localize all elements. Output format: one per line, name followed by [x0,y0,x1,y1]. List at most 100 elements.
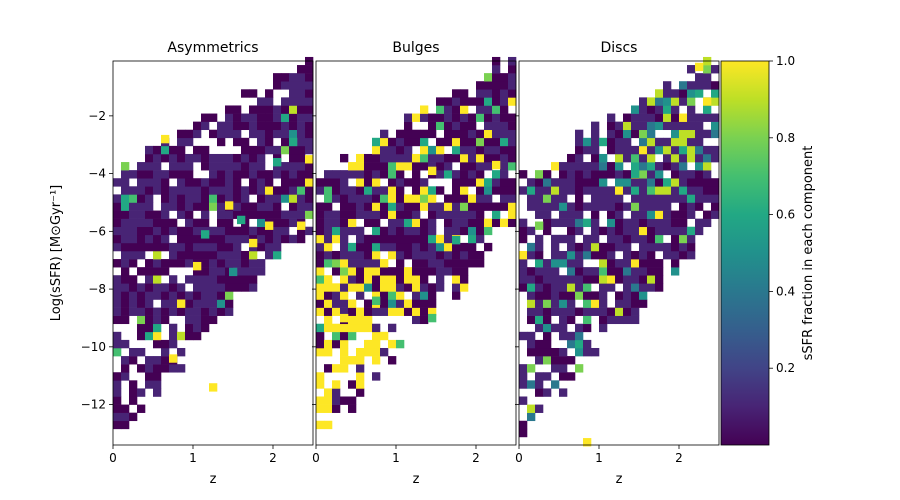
heatmap-cell [639,299,648,308]
heatmap-cell [193,145,202,155]
heatmap-cell [388,242,397,252]
heatmap-cell [543,170,552,179]
heatmap-cell [233,113,242,122]
heatmap-cell [567,242,576,252]
heatmap-cell [324,242,333,252]
heatmap-cell [647,283,656,292]
heatmap-cell [679,170,688,179]
heatmap-cell [372,347,381,357]
heatmap-cell [476,250,485,260]
heatmap-cell [372,323,381,333]
heatmap-cell [420,259,429,268]
heatmap-cell [444,218,453,228]
heatmap-cell [428,218,437,228]
heatmap-cell [615,291,624,300]
heatmap-cell [567,356,576,365]
heatmap-cell [233,170,242,179]
heatmap-cell [420,218,429,228]
heatmap-cell [647,153,656,163]
heatmap-cell [145,218,154,228]
heatmap-cell [679,97,688,106]
heatmap-cell [289,97,298,106]
heatmap-cell [484,89,493,98]
heatmap-cell [161,242,170,252]
panel-frame [518,60,720,446]
heatmap-cell [607,145,616,155]
heatmap-cell [535,234,544,244]
heatmap-cell [444,210,453,219]
heatmap-cell [412,242,421,252]
heatmap-cell [412,186,421,195]
heatmap-cell [249,202,258,211]
heatmap-cell [305,137,314,147]
heatmap-cell [340,291,349,300]
heatmap-cell [121,356,130,365]
heatmap-cell [356,259,365,268]
heatmap-cell [121,420,130,430]
heatmap-cell [607,210,616,219]
heatmap-cell [711,121,720,131]
heatmap-cell [332,250,341,260]
heatmap-cell [185,186,194,195]
heatmap-cell [607,275,616,284]
heatmap-cell [420,226,429,236]
heatmap-cell [631,210,640,219]
heatmap-cell [137,194,146,203]
heatmap-cell [305,210,314,219]
heatmap-cell [356,170,365,179]
heatmap-cell [452,259,461,268]
heatmap-cell [492,81,501,90]
heatmap-cell [695,137,704,147]
heatmap-cell [153,372,162,381]
heatmap-cell [535,242,544,252]
heatmap-cell [356,356,365,365]
heatmap-cell [476,137,485,147]
heatmap-cell [599,137,608,147]
heatmap-cell [623,113,632,122]
heatmap-cell [599,202,608,211]
heatmap-cell [209,315,218,325]
heatmap-cell [364,275,373,284]
heatmap-cell [289,178,298,187]
heatmap-cell [273,234,282,244]
heatmap-cell [380,137,389,147]
heatmap-cell [452,250,461,260]
heatmap-cell [249,259,258,268]
heatmap-cell [607,137,616,147]
heatmap-cell [281,137,290,147]
heatmap-cell [543,339,552,349]
heatmap-cell [281,218,290,228]
heatmap-cell [145,178,154,187]
heatmap-cell [452,145,461,155]
heatmap-cell [404,283,413,292]
heatmap-cell [380,291,389,300]
heatmap-cell [444,259,453,268]
heatmap-cell [193,234,202,244]
heatmap-cell [225,283,234,292]
heatmap-cell [209,267,218,276]
heatmap-cell [492,145,501,155]
heatmap-cell [663,226,672,236]
heatmap-cell [273,218,282,228]
heatmap-cell [153,331,162,341]
heatmap-cell [591,226,600,236]
heatmap-cell [177,186,186,195]
heatmap-cell [332,404,341,413]
heatmap-cell [527,283,536,292]
heatmap-cell [209,299,218,308]
heatmap-cell [161,170,170,179]
heatmap-cell [559,178,568,187]
heatmap-cell [193,267,202,276]
heatmap-cell [703,65,712,74]
heatmap-cell [639,210,648,219]
heatmap-cell [631,105,640,114]
heatmap-cell [340,226,349,236]
heatmap-cell [452,121,461,131]
heatmap-cell [428,234,437,244]
heatmap-cell [527,250,536,260]
heatmap-cell [695,178,704,187]
heatmap-cell [476,129,485,139]
heatmap-cell [129,299,138,308]
heatmap-cell [551,234,560,244]
